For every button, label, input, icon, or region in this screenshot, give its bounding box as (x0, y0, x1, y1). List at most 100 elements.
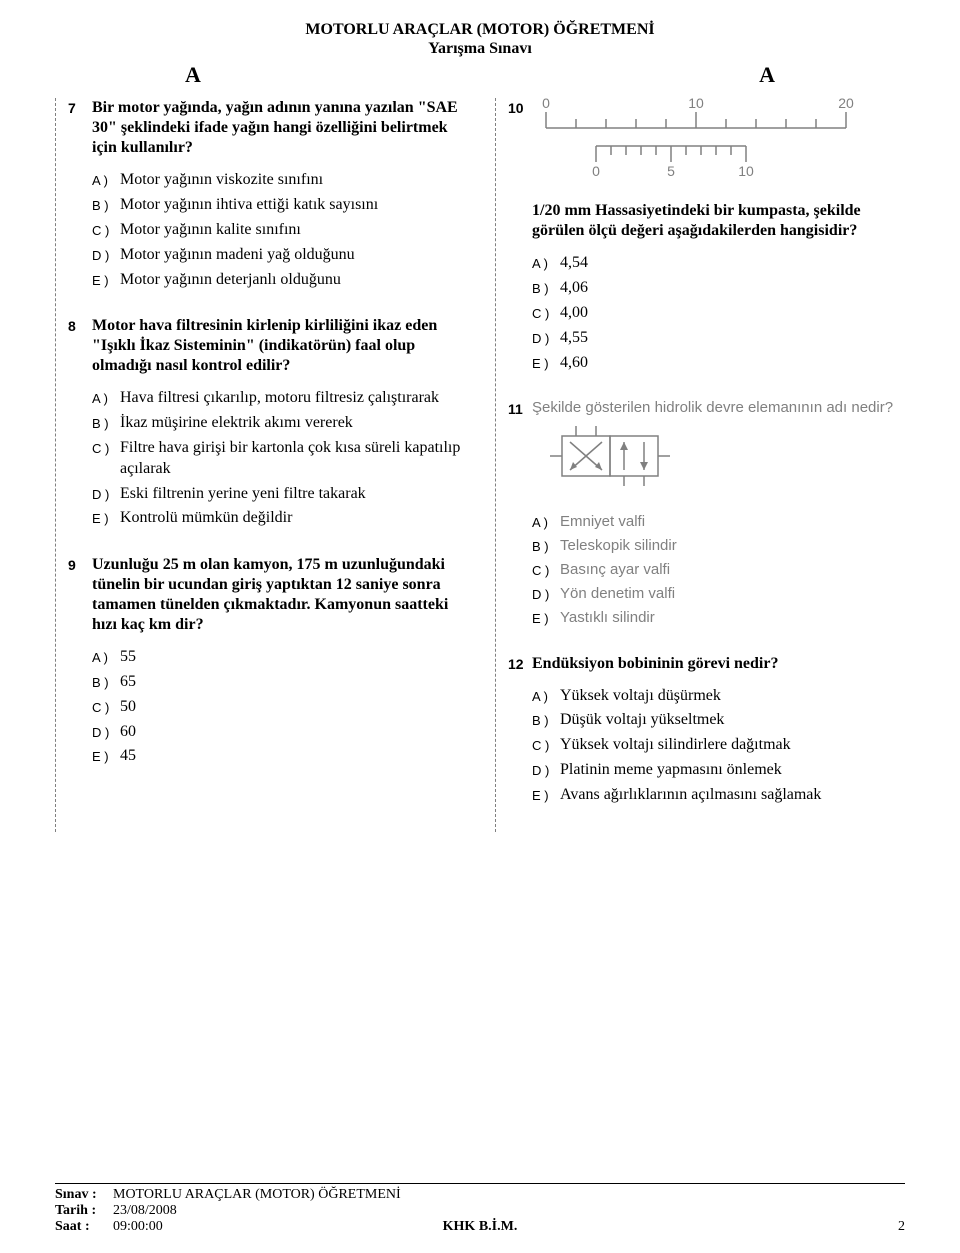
section-left: A (185, 62, 201, 88)
q10-figure: 0 10 20 0 5 10 (532, 98, 862, 183)
q12-options: A )Yüksek voltajı düşürmek B )Düşük volt… (508, 686, 905, 806)
opt-label: E ) (92, 746, 120, 766)
q10-text: 1/20 mm Hassasiyetindeki bir kumpasta, ş… (532, 201, 905, 241)
q9-opt-d: 60 (120, 722, 136, 743)
opt-label: D ) (532, 328, 560, 348)
opt-label: B ) (532, 710, 560, 730)
q11-options: A )Emniyet valfi B )Teleskopik silindir … (508, 512, 905, 627)
question-12: 12 Endüksiyon bobininin görevi nedir? A … (508, 654, 905, 806)
q12-opt-d: Platinin meme yapmasını önlemek (560, 760, 782, 781)
q10-opt-a: 4,54 (560, 253, 588, 274)
q9-opt-b: 65 (120, 672, 136, 693)
q9-num: 9 (68, 555, 92, 573)
column-right: 10 0 10 20 0 5 10 1/20 mm Hassasiyetindeki bi… (495, 98, 905, 831)
q10-opt-d: 4,55 (560, 328, 588, 349)
opt-label: B ) (92, 413, 120, 433)
svg-text:0: 0 (542, 98, 550, 111)
opt-label: C ) (92, 220, 120, 240)
q9-opt-c: 50 (120, 697, 136, 718)
q10-opt-e: 4,60 (560, 353, 588, 374)
opt-label: C ) (92, 697, 120, 717)
q11-figure (532, 418, 905, 498)
q9-options: A )55 B )65 C )50 D )60 E )45 (68, 647, 465, 767)
opt-label: B ) (92, 672, 120, 692)
q8-options: A )Hava filtresi çıkarılıp, motoru filtr… (68, 388, 465, 529)
hydraulic-symbol-icon (532, 418, 692, 493)
question-11: 11 Şekilde gösterilen hidrolik devre ele… (508, 399, 905, 627)
q9-opt-a: 55 (120, 647, 136, 668)
q7-options: A )Motor yağının viskozite sınıfını B )M… (68, 170, 465, 290)
opt-label: D ) (92, 245, 120, 265)
q7-opt-b: Motor yağının ihtiva ettiği katık sayısı… (120, 195, 378, 216)
svg-text:5: 5 (667, 163, 675, 178)
q7-opt-c: Motor yağının kalite sınıfını (120, 220, 301, 241)
opt-label: A ) (532, 686, 560, 706)
svg-text:0: 0 (592, 163, 600, 178)
q7-text: Bir motor yağında, yağın adının yanına y… (92, 98, 465, 158)
q12-opt-e: Avans ağırlıklarının açılmasını sağlamak (560, 785, 821, 806)
opt-label: A ) (92, 388, 120, 408)
title-line2: Yarışma Sınavı (55, 39, 905, 58)
q10-options: A )4,54 B )4,06 C )4,00 D )4,55 E )4,60 (508, 253, 905, 373)
q11-opt-b: Teleskopik silindir (560, 536, 677, 556)
q8-opt-e: Kontrolü mümkün değildir (120, 508, 292, 529)
q9-text: Uzunluğu 25 m olan kamyon, 175 m uzunluğ… (92, 555, 465, 635)
opt-label: C ) (532, 560, 560, 580)
q11-text: Şekilde gösterilen hidrolik devre eleman… (532, 399, 893, 418)
q10-opt-c: 4,00 (560, 303, 588, 324)
question-8: 8 Motor hava filtresinin kirlenip kirlil… (68, 316, 465, 529)
title-line1: MOTORLU ARAÇLAR (MOTOR) ÖĞRETMENİ (55, 20, 905, 39)
footer-exam-value: MOTORLU ARAÇLAR (MOTOR) ÖĞRETMENİ (113, 1187, 401, 1203)
opt-label: C ) (532, 303, 560, 323)
q8-num: 8 (68, 316, 92, 334)
caliper-scale-icon: 0 10 20 0 5 10 (532, 98, 862, 178)
exam-page: MOTORLU ARAÇLAR (MOTOR) ÖĞRETMENİ Yarışm… (0, 0, 960, 1253)
opt-label: B ) (92, 195, 120, 215)
footer-date-label: Tarih : (55, 1203, 113, 1219)
column-left: 7 Bir motor yağında, yağın adının yanına… (55, 98, 465, 831)
q11-opt-d: Yön denetim valfi (560, 584, 675, 604)
footer-exam-label: Sınav : (55, 1187, 113, 1203)
q8-opt-d: Eski filtrenin yerine yeni filtre takara… (120, 484, 366, 505)
opt-label: B ) (532, 536, 560, 556)
q11-num: 11 (508, 399, 532, 417)
opt-label: A ) (532, 253, 560, 273)
q10-opt-b: 4,06 (560, 278, 588, 299)
svg-text:20: 20 (838, 98, 854, 111)
opt-label: A ) (92, 170, 120, 190)
svg-text:10: 10 (688, 98, 704, 111)
footer-page-number: 2 (898, 1219, 905, 1235)
opt-label: A ) (532, 512, 560, 532)
opt-label: E ) (92, 508, 120, 528)
opt-label: D ) (532, 760, 560, 780)
question-7: 7 Bir motor yağında, yağın adının yanına… (68, 98, 465, 290)
opt-label: D ) (532, 584, 560, 604)
q8-text: Motor hava filtresinin kirlenip kirliliğ… (92, 316, 465, 376)
q8-opt-c: Filtre hava girişi bir kartonla çok kısa… (120, 438, 465, 480)
footer-divider (55, 1183, 905, 1184)
opt-label: A ) (92, 647, 120, 667)
q12-text: Endüksiyon bobininin görevi nedir? (532, 654, 778, 674)
q7-num: 7 (68, 98, 92, 116)
q8-opt-a: Hava filtresi çıkarılıp, motoru filtresi… (120, 388, 439, 409)
header-title: MOTORLU ARAÇLAR (MOTOR) ÖĞRETMENİ Yarışm… (55, 20, 905, 58)
opt-label: E ) (532, 608, 560, 628)
opt-label: B ) (532, 278, 560, 298)
section-right: A (759, 62, 775, 88)
svg-text:10: 10 (738, 163, 754, 178)
q11-opt-e: Yastıklı silindir (560, 608, 655, 628)
q7-opt-e: Motor yağının deterjanlı olduğunu (120, 270, 341, 291)
opt-label: D ) (92, 484, 120, 504)
q12-opt-b: Düşük voltajı yükseltmek (560, 710, 724, 731)
q12-num: 12 (508, 654, 532, 672)
q10-num: 10 (508, 98, 532, 116)
opt-label: C ) (532, 735, 560, 755)
q7-opt-a: Motor yağının viskozite sınıfını (120, 170, 323, 191)
q7-opt-d: Motor yağının madeni yağ olduğunu (120, 245, 355, 266)
question-9: 9 Uzunluğu 25 m olan kamyon, 175 m uzunl… (68, 555, 465, 767)
section-markers: A A (55, 62, 905, 88)
opt-label: C ) (92, 438, 120, 458)
page-footer: Sınav : MOTORLU ARAÇLAR (MOTOR) ÖĞRETMEN… (55, 1183, 905, 1235)
q11-opt-c: Basınç ayar valfi (560, 560, 670, 580)
q12-opt-a: Yüksek voltajı düşürmek (560, 686, 721, 707)
